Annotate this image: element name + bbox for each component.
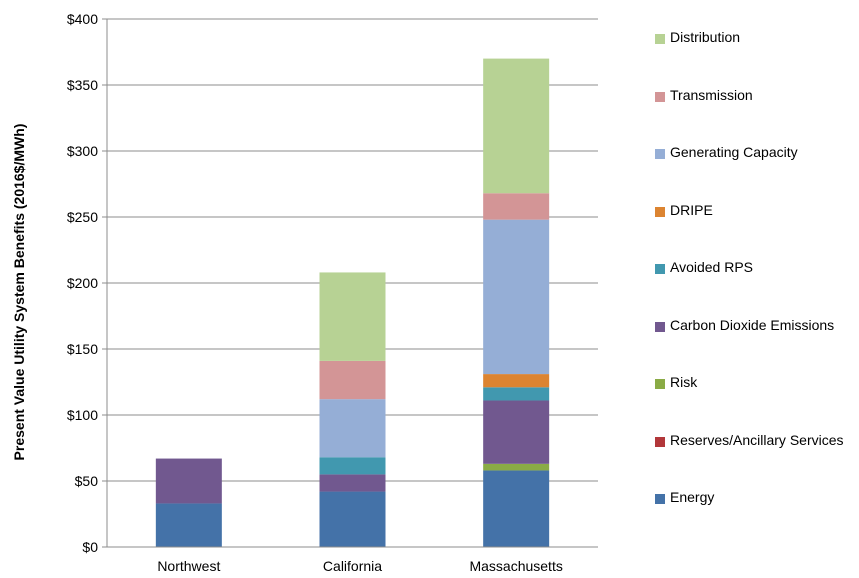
legend-item: DRIPE <box>655 202 859 221</box>
y-tick-label: $350 <box>67 77 98 93</box>
bar-segment-energy <box>155 503 222 547</box>
legend-label: Avoided RPS <box>670 259 754 275</box>
legend-item: Avoided RPS <box>655 259 859 278</box>
legend-label: Carbon Dioxide Emissions <box>670 316 835 333</box>
legend-swatch <box>655 34 665 44</box>
y-tick-label: $100 <box>67 407 98 423</box>
axes <box>106 19 598 548</box>
legend-item: Distribution <box>655 29 859 48</box>
y-axis-title: Present Value Utility System Benefits (2… <box>11 123 27 461</box>
bar-segment-avoided-rps <box>483 387 550 401</box>
y-tick-label: $50 <box>75 473 99 489</box>
y-tick-label: $200 <box>67 275 98 291</box>
y-axis-title-box: Present Value Utility System Benefits (2… <box>8 72 30 512</box>
y-tick-label: $250 <box>67 209 98 225</box>
legend: Distribution Transmission Generating Capac… <box>655 0 859 578</box>
bar-segment-energy <box>483 470 550 547</box>
x-tick-label: California <box>323 558 382 574</box>
bar-segment-generating-capacity <box>319 399 386 458</box>
legend-item: Carbon Dioxide Emissions <box>655 317 859 336</box>
bar-segment-risk <box>483 463 550 471</box>
y-tick-label: $150 <box>67 341 98 357</box>
bar-segment-generating-capacity <box>483 219 550 375</box>
legend-swatch <box>655 91 665 102</box>
legend-swatch <box>655 206 665 217</box>
legend-swatch <box>655 436 665 447</box>
y-tick-labels: $0 $50 $100 $150 $200 $250 $300 $350 $400 <box>67 11 98 555</box>
bar-segment-dripe <box>483 374 550 388</box>
bar-segment-distribution <box>483 58 550 194</box>
bar-segment-carbon-dioxide-emissions <box>155 458 222 504</box>
legend-label: Risk <box>670 374 698 390</box>
x-tick-labels: Northwest California Massachusetts <box>157 558 563 574</box>
legend-swatch <box>655 264 665 274</box>
y-tick-label: $0 <box>82 539 98 555</box>
legend-item: Reserves/Ancillary Services <box>655 432 859 451</box>
bar-segment-distribution <box>319 272 386 361</box>
legend-label: Energy <box>670 489 715 505</box>
legend-item: Energy <box>655 489 859 508</box>
y-tick-label: $400 <box>67 11 98 27</box>
legend-item: Transmission <box>655 87 859 106</box>
bar-segment-transmission <box>483 193 550 220</box>
x-tick-label: Northwest <box>157 558 220 574</box>
legend-label: Generating Capacity <box>670 144 798 160</box>
legend-swatch <box>655 149 665 159</box>
legend-label: Reserves/Ancillary Services <box>670 431 844 448</box>
legend-label: DRIPE <box>670 201 713 218</box>
bars <box>155 58 550 547</box>
bar-segment-carbon-dioxide-emissions <box>319 474 386 492</box>
legend-label: Distribution <box>670 29 741 45</box>
legend-label: Transmission <box>670 86 753 103</box>
legend-item: Generating Capacity <box>655 144 859 163</box>
legend-swatch <box>655 494 665 504</box>
bar-segment-avoided-rps <box>319 457 386 475</box>
x-tick-label: Massachusetts <box>469 558 562 574</box>
bar-segment-transmission <box>319 360 386 400</box>
legend-swatch <box>655 321 665 332</box>
y-tick-label: $300 <box>67 143 98 159</box>
legend-swatch <box>655 379 665 389</box>
bar-segment-carbon-dioxide-emissions <box>483 400 550 464</box>
bar-segment-energy <box>319 491 386 547</box>
legend-item: Risk <box>655 374 859 393</box>
